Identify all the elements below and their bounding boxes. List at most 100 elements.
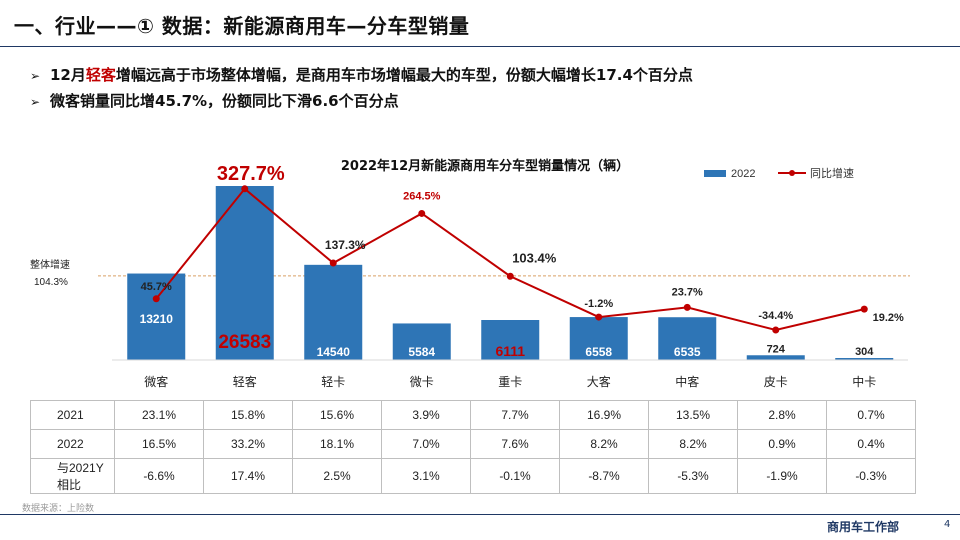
- growth-point: [860, 305, 868, 313]
- data-source: 数据来源：上险数: [22, 504, 95, 514]
- page-number: 4: [944, 519, 951, 530]
- table-cell: 3.9%: [381, 400, 471, 430]
- growth-value-label: 103.4%: [512, 250, 557, 265]
- chart-title: 2022年12月新能源商用车分车型销量情况（辆）: [341, 158, 629, 174]
- bar-value-label: 6535: [674, 345, 701, 359]
- category-label: 轻客: [233, 374, 257, 389]
- table-row-label: 2022: [30, 429, 115, 459]
- bar-value-label: 5584: [408, 345, 435, 359]
- share-table: 2021 23.1% 15.8% 15.6% 3.9% 7.7% 16.9% 13.5% 2.8…: [30, 400, 916, 494]
- growth-point: [329, 259, 337, 267]
- growth-point: [683, 303, 691, 311]
- category-label: 微客: [144, 374, 168, 389]
- department-label: 商用车工作部: [827, 520, 900, 534]
- growth-point: [418, 209, 426, 217]
- bar: [658, 317, 717, 360]
- table-row: 2021 23.1% 15.8% 15.6% 3.9% 7.7% 16.9% 13.5% 2.8…: [30, 400, 916, 430]
- bar: [127, 273, 186, 360]
- legend-bar-label: 2022: [731, 168, 755, 180]
- table-cell: 2.5%: [292, 458, 382, 494]
- category-label: 重卡: [498, 375, 522, 389]
- bullet-2: ➢ 微客销量同比增45.7%，份额同比下滑6.6个百分点: [30, 88, 693, 114]
- reference-label: 整体增速: [30, 258, 70, 271]
- table-cell: 8.2%: [648, 429, 738, 459]
- arrow-bullet-icon: ➢: [30, 69, 41, 83]
- table-row-label: 2021: [30, 400, 115, 430]
- table-cell: -0.3%: [826, 458, 916, 494]
- table-cell: -6.6%: [114, 458, 204, 494]
- bar: [304, 264, 363, 360]
- growth-value-label: 137.3%: [325, 238, 366, 252]
- table-cell: 16.5%: [114, 429, 204, 459]
- bar-value-label: 14540: [317, 345, 351, 359]
- title-divider: [0, 46, 960, 47]
- arrow-bullet-icon: ➢: [30, 95, 41, 109]
- bar-value-label: 724: [767, 343, 786, 355]
- growth-value-label: 23.7%: [672, 286, 703, 298]
- bar: [215, 186, 274, 360]
- table-row: 2022 16.5% 33.2% 18.1% 7.0% 7.6% 8.2% 8.2% 0.9% 0…: [30, 429, 916, 459]
- bullet-2-text: 微客销量同比增45.7%，份额同比下滑6.6个百分点: [50, 92, 399, 110]
- bullet-1-prefix: 12月: [50, 66, 86, 84]
- table-cell: 3.1%: [381, 458, 471, 494]
- table-cell: 7.0%: [381, 429, 471, 459]
- table-cell: 7.6%: [470, 429, 560, 459]
- category-label: 中客: [675, 374, 699, 389]
- bar-value-label: 304: [855, 346, 874, 358]
- table-cell: 23.1%: [114, 400, 204, 430]
- bar: [569, 317, 628, 360]
- bar-value-label: 6558: [585, 345, 612, 359]
- category-label: 皮卡: [764, 375, 788, 389]
- growth-value-label: 264.5%: [403, 190, 441, 202]
- table-cell: 15.6%: [292, 400, 382, 430]
- bullet-1: ➢ 12月轻客增幅远高于市场整体增幅，是商用车市场增幅最大的车型，份额大幅增长17…: [30, 62, 693, 88]
- table-cell: 0.9%: [737, 429, 827, 459]
- growth-value-label: 45.7%: [141, 281, 172, 293]
- table-cell: 18.1%: [292, 429, 382, 459]
- category-label: 微卡: [410, 375, 434, 389]
- category-label: 中卡: [852, 374, 876, 389]
- table-cell: 7.7%: [470, 400, 560, 430]
- table-cell: 17.4%: [203, 458, 293, 494]
- bar: [746, 355, 805, 360]
- category-label: 轻卡: [321, 375, 345, 389]
- bar: [481, 320, 540, 360]
- bar: [392, 323, 451, 360]
- slide-title: 一、行业——① 数据：新能源商用车—分车型销量: [14, 14, 470, 38]
- table-cell: -0.1%: [470, 458, 560, 494]
- table-cell: 13.5%: [648, 400, 738, 430]
- table-cell: 8.2%: [559, 429, 649, 459]
- table-cell: -8.7%: [559, 458, 649, 494]
- growth-value-label: 327.7%: [217, 163, 285, 185]
- table-cell: -5.3%: [648, 458, 738, 494]
- table-cell: -1.9%: [737, 458, 827, 494]
- legend-line-label: 同比增速: [810, 166, 854, 180]
- table-cell: 2.8%: [737, 400, 827, 430]
- growth-value-label: -1.2%: [584, 298, 613, 310]
- bar-value-label: 6111: [495, 343, 525, 359]
- growth-value-label: 19.2%: [873, 312, 904, 324]
- footer-divider: [0, 514, 960, 515]
- legend-bar-swatch: [704, 170, 726, 177]
- bar: [835, 358, 894, 360]
- table-row: 与2021Y相比 -6.6% 17.4% 2.5% 3.1% -0.1% -8.7% -5.3…: [30, 458, 916, 494]
- table-cell: 0.7%: [826, 400, 916, 430]
- bullet-1-text: 增幅远高于市场整体增幅，是商用车市场增幅最大的车型，份额大幅增长17.4个百分点: [115, 66, 693, 84]
- growth-point: [506, 272, 514, 280]
- growth-point: [241, 185, 249, 193]
- table-cell: 33.2%: [203, 429, 293, 459]
- bullet-1-highlight: 轻客: [85, 66, 116, 84]
- bar-value-label: 26583: [218, 332, 271, 353]
- bullet-list: ➢ 12月轻客增幅远高于市场整体增幅，是商用车市场增幅最大的车型，份额大幅增长17…: [30, 62, 693, 114]
- legend-line-marker: [789, 170, 795, 176]
- reference-value: 104.3%: [34, 277, 68, 288]
- growth-point: [595, 313, 603, 321]
- table-cell: 15.8%: [203, 400, 293, 430]
- bar-value-label: 13210: [140, 312, 174, 326]
- growth-point: [152, 295, 160, 303]
- table-cell: 0.4%: [826, 429, 916, 459]
- category-label: 大客: [587, 374, 611, 389]
- growth-point: [772, 326, 780, 334]
- table-row-label: 与2021Y相比: [30, 458, 115, 494]
